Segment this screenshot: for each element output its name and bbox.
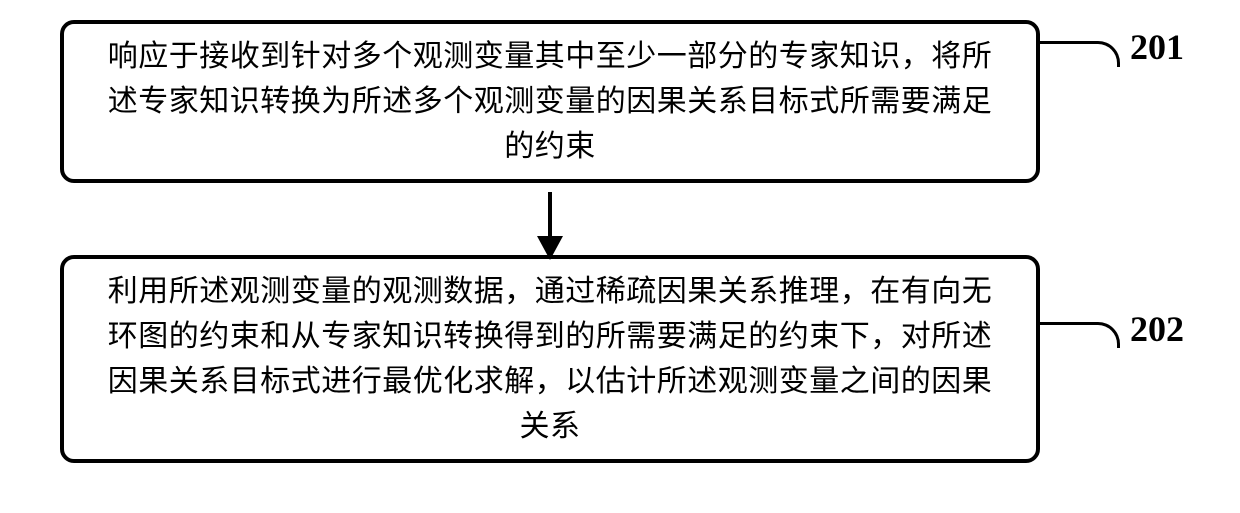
- flowchart-container: 响应于接收到针对多个观测变量其中至少一部分的专家知识，将所述专家知识转换为所述多…: [60, 20, 1040, 463]
- arrow-head: [537, 236, 563, 260]
- step-label-201: 201: [1130, 26, 1184, 68]
- arrow-line: [548, 192, 552, 238]
- step-box-201: 响应于接收到针对多个观测变量其中至少一部分的专家知识，将所述专家知识转换为所述多…: [60, 20, 1040, 183]
- step-text-201: 响应于接收到针对多个观测变量其中至少一部分的专家知识，将所述专家知识转换为所述多…: [94, 34, 1006, 169]
- label-connector-202: [1040, 322, 1120, 348]
- step-label-202: 202: [1130, 308, 1184, 350]
- step-box-202: 利用所述观测变量的观测数据，通过稀疏因果关系推理，在有向无环图的约束和从专家知识…: [60, 255, 1040, 463]
- step-text-202: 利用所述观测变量的观测数据，通过稀疏因果关系推理，在有向无环图的约束和从专家知识…: [94, 269, 1006, 449]
- label-connector-201: [1040, 41, 1120, 67]
- arrow-201-to-202: [530, 192, 570, 262]
